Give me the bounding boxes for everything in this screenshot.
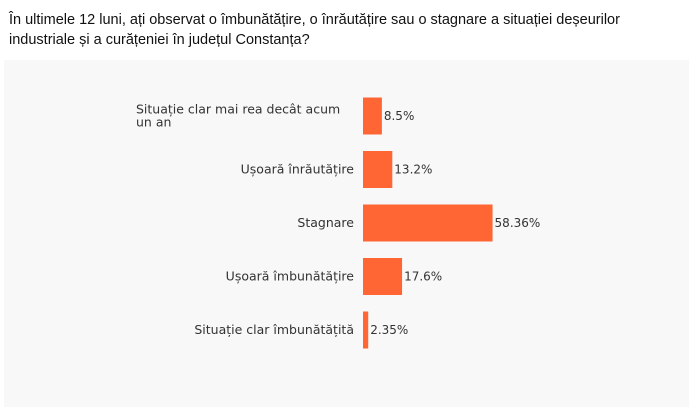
category-label-line: Situație clar mai rea decât acum <box>136 102 340 117</box>
chart-panel: 8.5% Situație clar mai rea decât acum un a… <box>4 60 689 407</box>
bar <box>363 97 382 135</box>
data-label: 8.5% <box>384 109 415 123</box>
category-label: Situație clar mai rea decât acum un an <box>136 102 340 130</box>
bar <box>363 258 403 295</box>
bar <box>363 151 393 188</box>
category-label: Stagnare <box>297 215 354 230</box>
category-label: Ușoară îmbunătățire <box>226 269 355 284</box>
data-label: 2.35% <box>370 323 408 337</box>
category-label: Situație clar îmbunătățită <box>194 322 354 337</box>
data-label: 17.6% <box>404 270 442 284</box>
bar-chart: 8.5% Situație clar mai rea decât acum un a… <box>136 97 541 349</box>
bar <box>363 204 493 242</box>
data-label: 13.2% <box>394 163 432 177</box>
bar <box>363 311 369 349</box>
category-label-line: un an <box>136 115 171 130</box>
category-label: Ușoară înrăutățire <box>241 162 355 177</box>
data-label: 58.36% <box>495 216 541 230</box>
question-text: În ultimele 12 luni, ați observat o îmbu… <box>9 12 620 48</box>
